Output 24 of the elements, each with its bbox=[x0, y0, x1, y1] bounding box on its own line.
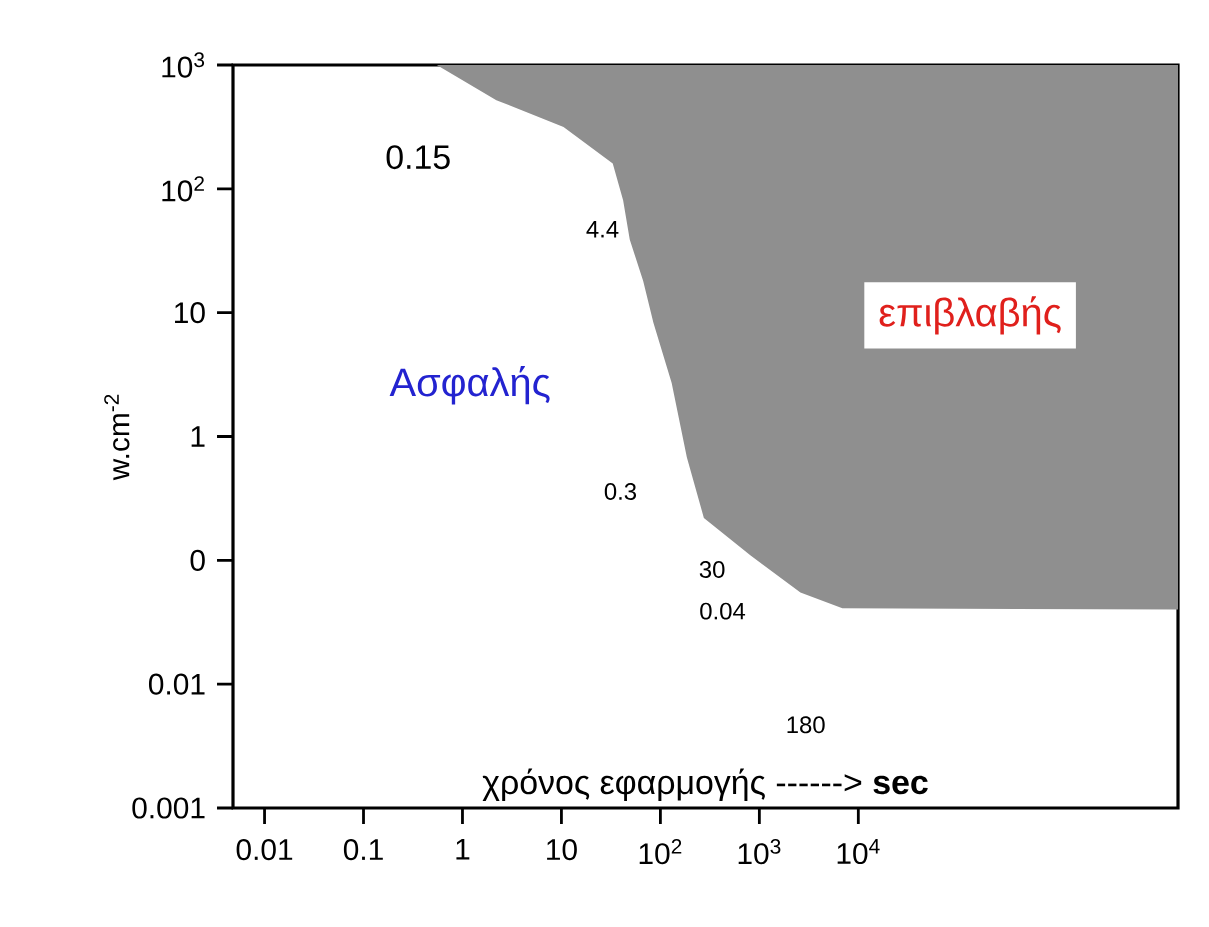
x-tick-label: 0.01 bbox=[236, 838, 293, 861]
annotation: επιβλαβής bbox=[879, 296, 1061, 335]
annotation: 30 bbox=[699, 561, 725, 578]
x-tick-label: 10$^{4}$ bbox=[837, 839, 880, 865]
x-tick-label: 10$^{3}$ bbox=[738, 839, 781, 865]
x-tick-label: 1 bbox=[456, 839, 470, 860]
y-tick-label: 0 bbox=[190, 549, 205, 571]
y-tick-label: 10$^{3}$ bbox=[162, 52, 205, 78]
annotation: 0.15 bbox=[386, 145, 450, 170]
annotation: 0.04 bbox=[700, 602, 746, 620]
y-tick-label: 10$^{2}$ bbox=[162, 176, 204, 202]
y-axis-title: w.cm$^{-2}$ bbox=[104, 394, 130, 481]
x-tick-label: 10 bbox=[547, 838, 577, 861]
y-tick-label: 0.001 bbox=[132, 797, 205, 819]
annotation: 4.4 bbox=[586, 220, 619, 238]
annotation: 180 bbox=[787, 716, 825, 734]
x-axis-title: χρόνος εφαρμογής ------> sec bbox=[482, 768, 928, 801]
y-tick-label: 10 bbox=[175, 302, 205, 324]
x-tick-label: 0.1 bbox=[343, 838, 383, 861]
annotation: 0.3 bbox=[604, 483, 637, 500]
x-tick-label: 10$^{2}$ bbox=[639, 839, 682, 865]
y-tick-label: 1 bbox=[191, 426, 205, 447]
y-tick-label: 0.01 bbox=[148, 673, 205, 695]
annotation: Ασφαλής bbox=[389, 366, 550, 405]
